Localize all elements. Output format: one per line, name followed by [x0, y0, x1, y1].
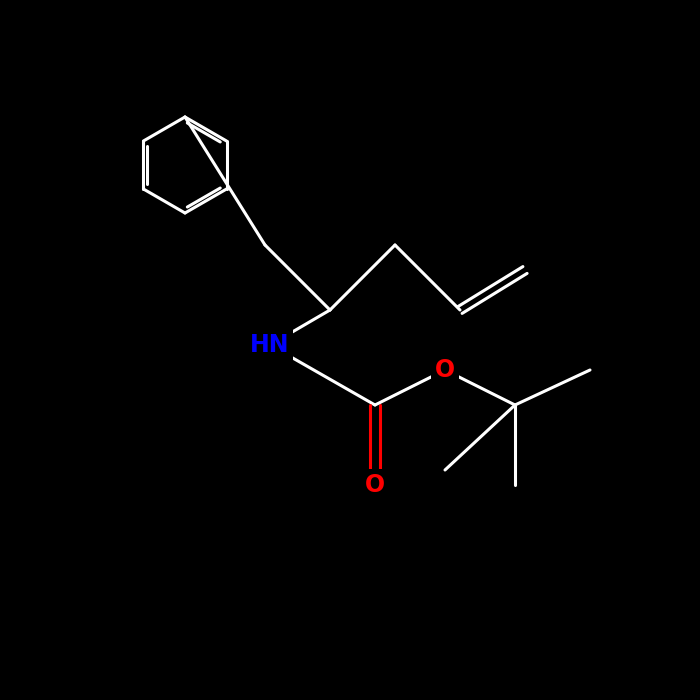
- Text: HN: HN: [251, 333, 290, 357]
- Text: O: O: [365, 473, 385, 497]
- Text: O: O: [435, 358, 455, 382]
